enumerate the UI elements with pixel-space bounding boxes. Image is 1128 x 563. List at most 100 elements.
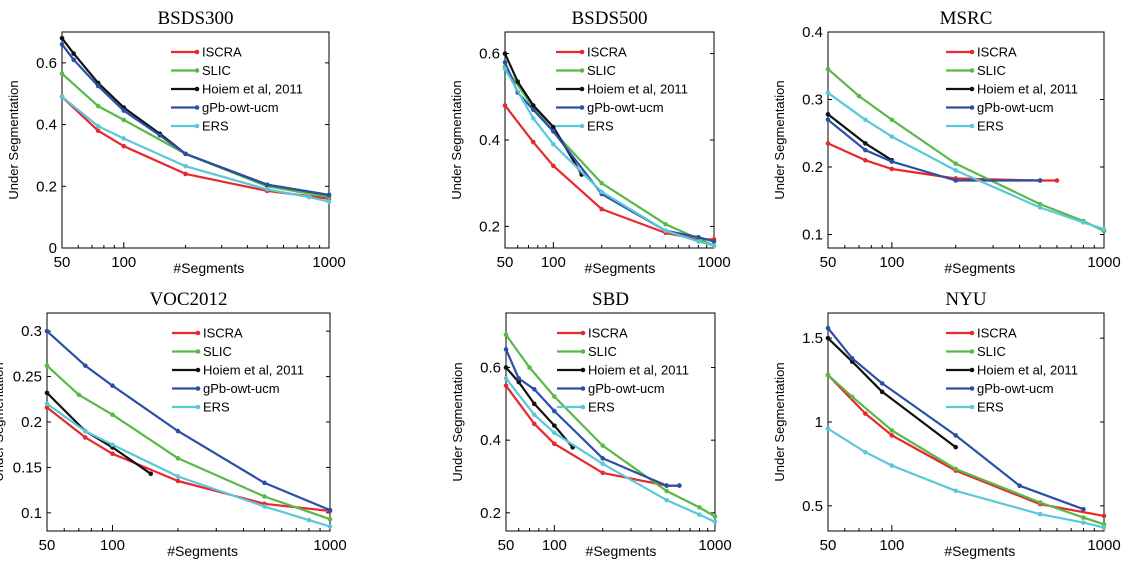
x-axis-label: #Segments (173, 260, 244, 276)
y-tick-label: 1.5 (802, 330, 823, 347)
y-tick-label: 0.4 (480, 432, 501, 449)
series-line (827, 327, 1084, 511)
data-point (663, 228, 668, 234)
data-point (600, 470, 606, 476)
data-point (503, 332, 509, 338)
chart-title: MSRC (940, 8, 993, 29)
data-point (953, 444, 959, 450)
data-point (531, 412, 537, 418)
data-point (531, 421, 537, 427)
data-point (825, 335, 831, 341)
data-point (889, 463, 895, 468)
data-point (503, 347, 509, 352)
data-point (863, 411, 868, 416)
chart-title: BSDS300 (157, 8, 233, 29)
chart-msrc: MSRC 0.1 0.2 0.3 0.4 50 100 1000 #Segments Under … (772, 8, 1121, 276)
data-point (530, 107, 536, 113)
data-point (1081, 220, 1086, 225)
legend-entry: Hoiem et al, 2011 (977, 363, 1078, 378)
series-gpb-owt-ucm (825, 117, 1043, 183)
legend-marker (969, 404, 975, 410)
data-point (175, 478, 181, 484)
data-point (83, 435, 88, 440)
y-tick-label: 0.3 (21, 323, 42, 340)
legend-marker (194, 49, 200, 55)
y-tick-label: 0.1 (21, 505, 42, 522)
x-tick-label: 50 (39, 537, 56, 554)
legend-entry: ISCRA (202, 45, 242, 60)
data-point (110, 451, 115, 457)
data-point (327, 516, 333, 522)
chart-title: VOC2012 (149, 289, 227, 310)
x-tick-label: 100 (879, 537, 904, 554)
y-axis-label: Under Segmentation (450, 362, 465, 481)
data-point (551, 124, 556, 130)
series-iscra (825, 372, 1107, 519)
data-point (889, 433, 895, 438)
series-line (827, 142, 1057, 182)
legend-entry: ERS (977, 119, 1004, 134)
data-point (1037, 178, 1043, 183)
data-point (530, 116, 536, 121)
data-point (306, 194, 312, 200)
data-point (326, 199, 332, 205)
data-point (503, 383, 509, 388)
legend-entry: ISCRA (587, 45, 627, 60)
axes-frame (827, 312, 1105, 532)
data-point (59, 71, 65, 76)
data-point (697, 512, 702, 517)
data-point (600, 456, 606, 461)
data-point (863, 147, 868, 153)
legend: ISCRA SLIC Hoiem et al, 2011 gPb-owt-ucm ERS (557, 326, 689, 415)
legend-marker (195, 349, 201, 354)
x-tick-label: 1000 (698, 537, 731, 554)
legend-entry: Hoiem et al, 2011 (203, 363, 304, 378)
data-point (503, 376, 509, 381)
data-point (175, 428, 181, 434)
legend-entry: SLIC (977, 63, 1006, 78)
data-point (953, 161, 959, 166)
series-slic (503, 332, 718, 519)
data-point (599, 180, 605, 186)
y-tick-label: 0.6 (479, 46, 500, 63)
legend-marker (580, 349, 586, 354)
series-line (61, 43, 330, 196)
data-point (44, 328, 50, 334)
data-point (552, 423, 557, 428)
data-point (825, 112, 831, 117)
data-point (1017, 483, 1022, 489)
axes-frame (46, 312, 331, 532)
data-point (953, 178, 959, 183)
x-tick-label: 50 (820, 537, 837, 554)
y-tick-label: 0 (49, 240, 57, 257)
legend: ISCRA SLIC Hoiem et al, 2011 gPb-owt-ucm ERS (556, 45, 688, 134)
series-line (503, 53, 583, 176)
data-point (863, 117, 868, 123)
series-line (504, 65, 715, 247)
x-tick-label: 1000 (313, 537, 346, 554)
legend-marker (195, 330, 201, 336)
x-axis-label: #Segments (167, 543, 238, 559)
legend-entry: ERS (588, 400, 615, 415)
series-gpb-owt-ucm (44, 328, 333, 513)
legend-marker (579, 49, 585, 55)
data-point (527, 365, 532, 370)
data-point (44, 363, 50, 368)
data-point (552, 430, 557, 436)
x-tick-label: 100 (100, 537, 125, 554)
data-point (825, 141, 831, 146)
y-tick-label: 0.25 (13, 369, 42, 386)
data-point (677, 483, 682, 488)
x-axis-label: #Segments (944, 260, 1015, 276)
data-point (889, 117, 895, 123)
legend-marker (580, 330, 586, 336)
data-point (825, 372, 831, 378)
data-point (306, 517, 312, 523)
data-point (1101, 513, 1107, 519)
data-point (121, 143, 127, 149)
chart-bsds300: BSDS300 0 0.2 0.4 0.6 50 100 1000 #Segments Under… (6, 8, 346, 276)
legend-marker (194, 86, 200, 92)
y-tick-label: 0.3 (802, 92, 823, 109)
legend-entry: Hoiem et al, 2011 (977, 82, 1078, 97)
legend-marker (969, 123, 975, 129)
